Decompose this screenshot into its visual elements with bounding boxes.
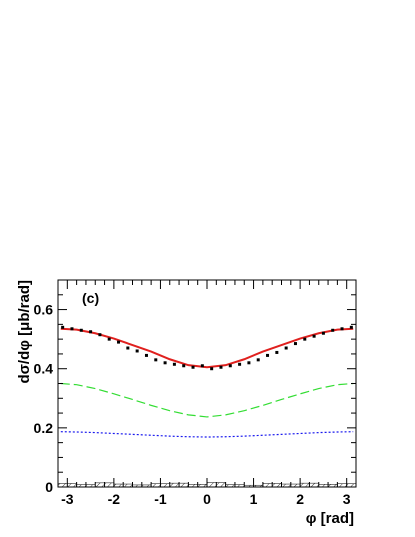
x-tick-label: 2: [296, 491, 304, 507]
data-point: [89, 330, 93, 334]
x-axis-title: φ [rad]: [306, 510, 354, 527]
curves: [60, 327, 354, 438]
series-line-dotted: [60, 431, 354, 438]
y-tick-label: 0.4: [34, 361, 54, 377]
x-tick-label: -2: [108, 491, 121, 507]
y-tick-label: 0.6: [34, 302, 54, 318]
data-point: [98, 333, 102, 337]
x-tick-label: 3: [343, 491, 351, 507]
plot-frame: [57, 279, 357, 488]
x-tick-label: 1: [250, 491, 258, 507]
data-point: [303, 337, 307, 341]
data-point: [163, 361, 167, 365]
data-point: [191, 365, 195, 369]
data-point: [210, 367, 214, 371]
data-point: [284, 346, 288, 350]
data-point: [247, 361, 251, 365]
x-tick-labels: -3 -2 -1 0 1 2 3: [61, 491, 351, 507]
data-points: [61, 325, 353, 371]
axis-ticks: [57, 279, 357, 488]
x-tick-label: -1: [154, 491, 167, 507]
data-point: [154, 358, 158, 362]
data-point: [293, 342, 297, 346]
series-line-dashed: [60, 382, 354, 418]
y-axis-title: dσ/dφ [μb/rad]: [16, 280, 33, 384]
data-point: [144, 353, 148, 357]
y-tick-labels: 0 0.2 0.4 0.6: [34, 302, 54, 495]
data-point: [107, 337, 111, 341]
data-point: [126, 346, 130, 350]
data-point: [61, 325, 65, 329]
data-point: [275, 350, 279, 354]
data-point: [172, 362, 176, 366]
data-point: [266, 353, 270, 357]
data-point: [312, 334, 316, 338]
data-point: [200, 364, 204, 368]
panel-label: (c): [82, 290, 99, 306]
data-point: [340, 327, 344, 331]
data-point: [182, 364, 186, 368]
data-point: [79, 328, 83, 332]
data-point: [331, 328, 335, 332]
data-point: [256, 358, 260, 362]
y-tick-label: 0.2: [34, 420, 54, 436]
data-point: [135, 349, 139, 353]
data-point: [321, 331, 325, 335]
data-point: [117, 340, 121, 344]
data-point: [228, 364, 232, 368]
data-point: [70, 327, 74, 331]
y-tick-label: 0: [45, 479, 53, 495]
x-tick-label: 0: [203, 491, 211, 507]
data-point: [238, 362, 242, 366]
series-line-solid: [60, 327, 354, 369]
data-point: [219, 365, 223, 369]
data-point: [349, 325, 353, 329]
x-tick-label: -3: [61, 491, 74, 507]
